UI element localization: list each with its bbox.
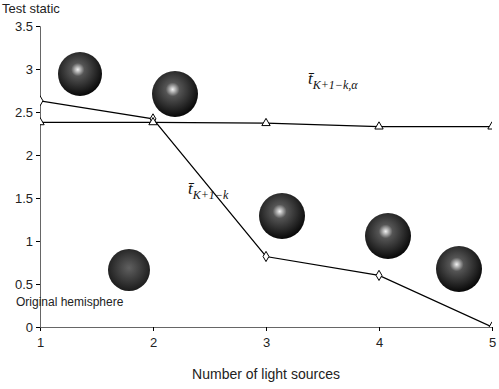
- chart: 1 2 3 4 5 0 0.5 1 1.5 2 2.5 3 3.5 t̄K+1−k t̄K+1−k,α Ori…: [0, 0, 499, 389]
- y-tick-label: 1.5: [15, 191, 33, 206]
- hemisphere: [108, 249, 150, 291]
- y-axis-title: Test static: [2, 1, 60, 16]
- series-marker: [40, 96, 43, 106]
- y-tick-label: 0.5: [15, 277, 33, 292]
- series-marker: [488, 122, 492, 129]
- y-tick-mark: [36, 241, 40, 242]
- x-tick-mark: [379, 327, 380, 331]
- y-tick: 2.5: [15, 105, 40, 120]
- x-tick-label: 4: [376, 335, 383, 350]
- x-tick-mark: [266, 327, 267, 331]
- hemisphere: [58, 52, 102, 96]
- y-tick: 1: [26, 234, 40, 249]
- x-tick-label: 3: [263, 335, 270, 350]
- hemisphere-images: [58, 52, 482, 292]
- x-axis-line: [41, 328, 493, 332]
- y-tick: 0.5: [15, 277, 40, 292]
- x-tick: 4: [376, 327, 383, 350]
- plot-area: 1 2 3 4 5 0 0.5 1 1.5 2 2.5 3 3.5 t̄K+1−k t̄K+1−k,α Ori…: [15, 19, 496, 350]
- y-tick: 3.5: [15, 19, 40, 34]
- x-tick-mark: [492, 327, 493, 331]
- y-tick-label: 2.5: [15, 105, 33, 120]
- y-tick-mark: [36, 112, 40, 113]
- y-tick: 3: [26, 62, 40, 77]
- y-tick-mark: [36, 327, 40, 328]
- y-tick: 2: [26, 148, 40, 163]
- y-tick: 0: [26, 320, 40, 335]
- x-tick-label: 5: [489, 335, 496, 350]
- y-tick-label: 0: [26, 320, 33, 335]
- hemisphere: [259, 193, 305, 239]
- y-tick: 1.5: [15, 191, 40, 206]
- y-tick-mark: [36, 198, 40, 199]
- series-marker: [376, 270, 382, 280]
- series-marker: [375, 122, 383, 129]
- x-axis: 1 2 3 4 5: [37, 327, 496, 350]
- y-axis: 0 0.5 1 1.5 2 2.5 3 3.5: [15, 19, 41, 335]
- x-tick-label: 2: [150, 335, 157, 350]
- x-tick: 3: [263, 327, 270, 350]
- y-tick-mark: [36, 155, 40, 156]
- series-marker: [489, 322, 492, 327]
- x-tick: 1: [37, 327, 44, 350]
- y-tick-mark: [36, 284, 40, 285]
- x-tick: 2: [150, 327, 157, 350]
- series-group: [40, 96, 492, 327]
- series-marker: [40, 118, 44, 125]
- series-label: t̄K+1−k,α: [308, 69, 358, 92]
- series-label: t̄K+1−k: [188, 179, 229, 202]
- x-tick-label: 1: [37, 335, 44, 350]
- x-axis-title: Number of light sources: [192, 366, 340, 382]
- hemisphere: [436, 246, 482, 292]
- x-tick-mark: [153, 327, 154, 331]
- y-tick-label: 1: [26, 234, 33, 249]
- series-marker: [263, 251, 269, 261]
- y-tick-mark: [36, 69, 40, 70]
- y-tick-mark: [36, 26, 40, 27]
- hemisphere: [152, 71, 198, 117]
- annotation: Original hemisphere: [16, 295, 124, 309]
- x-tick: 5: [489, 327, 496, 350]
- series-line: [40, 101, 492, 327]
- y-tick-label: 2: [26, 148, 33, 163]
- series-marker: [149, 118, 157, 125]
- y-tick-label: 3: [26, 62, 33, 77]
- series-marker: [262, 118, 270, 125]
- y-tick-label: 3.5: [15, 19, 33, 34]
- y-axis-line: [36, 27, 41, 328]
- hemisphere: [365, 213, 411, 259]
